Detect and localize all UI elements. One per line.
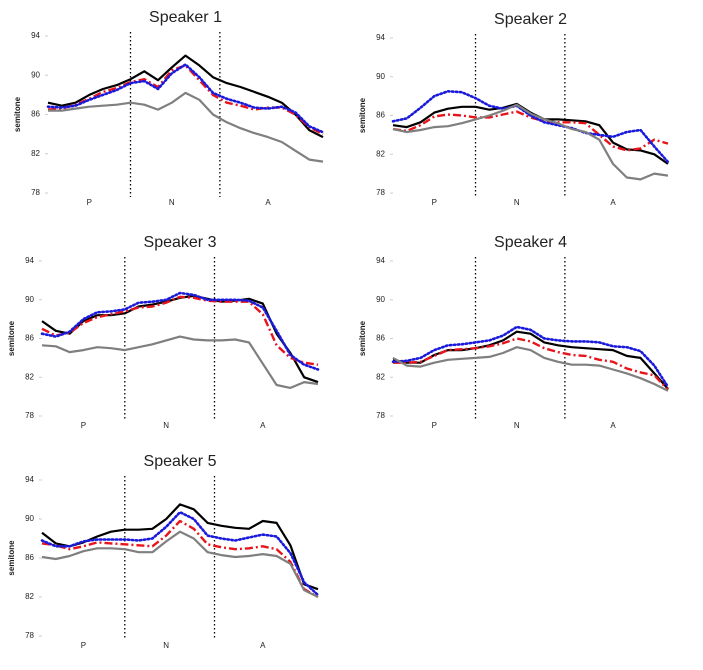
x-tick-label: N (169, 198, 175, 207)
y-axis-label: semitone (358, 97, 367, 133)
chart-title: Speaker 5 (144, 453, 217, 470)
x-tick-label: P (87, 198, 92, 207)
y-tick-label: 90 (376, 295, 385, 304)
x-tick-label: N (514, 421, 520, 430)
series-line (391, 325, 670, 389)
y-tick-label: 82 (25, 372, 34, 381)
chart-title: Speaker 1 (149, 9, 222, 26)
y-tick-label: 86 (31, 110, 40, 119)
y-tick-label: 94 (25, 256, 34, 265)
series-line (40, 291, 320, 371)
x-tick-label: A (260, 641, 266, 650)
series-line (392, 346, 669, 392)
x-tick-label: A (265, 198, 271, 207)
y-tick-label: 90 (31, 70, 40, 79)
x-tick-label: N (514, 198, 520, 207)
series-line (41, 530, 319, 598)
y-tick-label: 86 (376, 334, 385, 343)
series-line (41, 294, 319, 384)
series-line (392, 103, 669, 181)
x-tick-label: P (81, 421, 86, 430)
y-tick-label: 90 (25, 295, 34, 304)
y-tick-label: 78 (31, 188, 40, 197)
series-line (40, 510, 320, 597)
x-tick-label: N (163, 641, 169, 650)
chart-title: Speaker 4 (494, 234, 567, 251)
series-line (392, 330, 669, 390)
y-tick-label: 86 (25, 553, 34, 562)
x-tick-label: P (432, 421, 437, 430)
y-tick-label: 86 (25, 334, 34, 343)
y-axis-label: semitone (358, 320, 367, 356)
y-tick-label: 82 (376, 372, 385, 381)
y-tick-label: 94 (376, 33, 385, 42)
x-tick-label: N (163, 421, 169, 430)
y-tick-label: 90 (25, 514, 34, 523)
y-tick-label: 90 (376, 72, 385, 81)
x-tick-label: P (432, 198, 437, 207)
x-tick-label: A (610, 198, 616, 207)
y-tick-label: 86 (376, 111, 385, 120)
y-axis-label: semitone (7, 540, 16, 576)
y-tick-label: 94 (31, 31, 40, 40)
x-tick-label: A (610, 421, 616, 430)
x-tick-label: A (260, 421, 266, 430)
chart-title: Speaker 3 (144, 234, 217, 251)
y-axis-label: semitone (13, 96, 22, 132)
y-tick-label: 78 (25, 631, 34, 640)
x-tick-label: P (81, 641, 86, 650)
y-tick-label: 82 (31, 149, 40, 158)
series-line (41, 335, 319, 389)
series-line (392, 110, 669, 152)
y-tick-label: 82 (25, 592, 34, 601)
series-line (46, 63, 325, 134)
y-tick-label: 94 (25, 475, 34, 484)
series-line (391, 90, 670, 164)
series-line (41, 295, 319, 366)
chart-title: Speaker 2 (494, 11, 567, 28)
y-tick-label: 94 (376, 256, 385, 265)
series-line (48, 91, 324, 163)
y-tick-label: 78 (376, 188, 385, 197)
series-line (41, 503, 319, 591)
series-line (47, 54, 324, 139)
y-tick-label: 82 (376, 149, 385, 158)
y-axis-label: semitone (7, 320, 16, 356)
series-line (41, 519, 319, 599)
y-tick-label: 78 (25, 411, 34, 420)
y-tick-label: 78 (376, 411, 385, 420)
